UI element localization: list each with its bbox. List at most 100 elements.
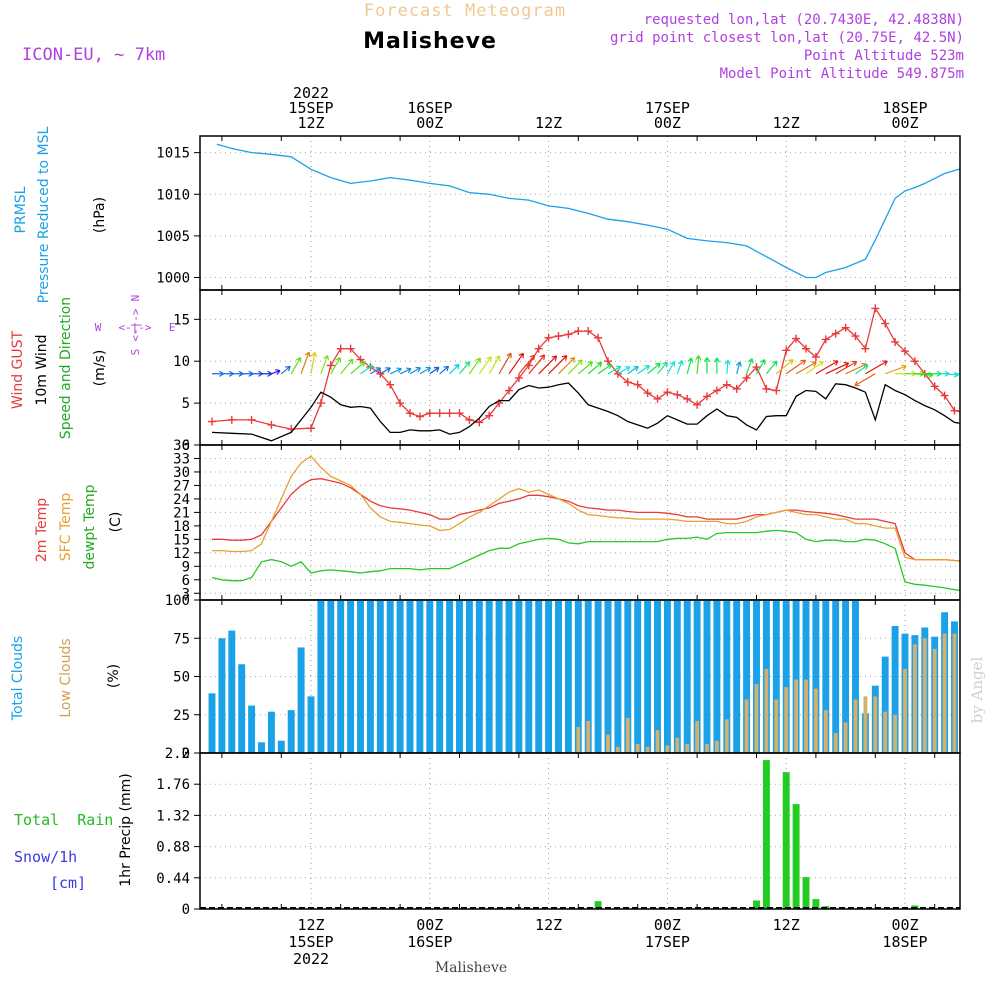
bar-total-clouds (743, 600, 751, 753)
wind-arrow (251, 370, 264, 377)
bar-low-clouds (853, 699, 858, 753)
wind-arrow (607, 365, 622, 375)
gust-marker (802, 344, 810, 353)
bottom-time-label: 18SEP (882, 933, 927, 951)
bottom-time-label: 15SEP (288, 933, 333, 951)
bar-low-clouds (833, 733, 838, 753)
wind-arrow (360, 364, 374, 375)
wind-arrow (300, 351, 311, 374)
model-label: ICON-EU, ~ 7km (22, 45, 165, 65)
bar-total-clouds (663, 600, 671, 753)
bar-total-clouds (812, 600, 820, 753)
gust-marker (762, 384, 771, 393)
gust-marker (564, 330, 573, 339)
gust-marker (901, 347, 909, 356)
wind-rose-e: E (169, 321, 176, 334)
y-tick-label: 9 (182, 559, 190, 575)
wind-arrow (271, 369, 281, 375)
y-tick-label: 5 (182, 396, 190, 412)
wind-arrow (567, 359, 583, 375)
bar-total-clouds (545, 600, 553, 753)
bar-total-clouds (624, 600, 632, 753)
gust-marker (841, 323, 850, 332)
bar-total-clouds (594, 600, 602, 753)
temp-label-unit: (C) (108, 512, 124, 533)
bar-total-clouds (485, 600, 493, 753)
bottom-time-label: 2022 (293, 950, 329, 968)
bar-low-clouds (714, 740, 719, 753)
bar-low-clouds (754, 684, 759, 753)
panel-frame (199, 752, 961, 910)
bar-low-clouds (606, 734, 610, 753)
gust-marker (722, 380, 731, 389)
bar-total-clouds (772, 600, 780, 753)
bar-total-rain (594, 901, 602, 909)
gust-marker (742, 373, 751, 382)
wind-arrow (389, 367, 402, 375)
top-time-label: 12Z (297, 114, 324, 132)
wind-arrow (350, 361, 366, 375)
bar-total-clouds (406, 600, 414, 753)
gust-marker (267, 420, 276, 429)
wind-arrow (538, 355, 558, 375)
bar-total-clouds (465, 600, 473, 753)
gust-marker (534, 344, 543, 353)
gust-marker (544, 333, 553, 342)
y-tick-label: 1010 (156, 187, 190, 203)
bar-total-clouds (386, 600, 394, 753)
y-tick-label: 1015 (156, 146, 190, 162)
gust-marker (613, 369, 622, 378)
gust-marker (406, 409, 414, 418)
bar-total-rain (802, 877, 810, 909)
bar-low-clouds (576, 726, 581, 753)
wind-arrow (280, 365, 291, 375)
gust-marker (732, 384, 741, 393)
bottom-time-label: 16SEP (407, 933, 452, 951)
wind-arrow (558, 357, 576, 375)
bar-total-clouds (703, 600, 711, 753)
bar-low-clouds (932, 648, 937, 753)
bar-total-clouds (258, 742, 265, 753)
gust-marker (465, 415, 474, 424)
gust-marker (584, 327, 593, 336)
gust-marker (960, 408, 968, 416)
bar-low-clouds (813, 688, 818, 753)
wind-arrow (508, 352, 524, 375)
wind-arrow (765, 360, 778, 375)
bar-total-clouds (792, 600, 800, 753)
gust-marker (940, 391, 949, 400)
wind-arrow (409, 367, 421, 375)
wind-arrow (370, 367, 381, 375)
top-time-label: 00Z (416, 114, 443, 132)
wind-arrow (746, 358, 754, 374)
bar-total-clouds (525, 600, 533, 753)
wind-arrow (212, 370, 224, 377)
cloud-label-unit: (%) (106, 664, 122, 688)
bar-total-clouds (317, 600, 325, 753)
wind-arrow (290, 356, 302, 375)
bar-total-clouds (584, 600, 592, 753)
wind-arrow (528, 354, 546, 375)
y-tick-label: 10 (173, 354, 190, 370)
y-tick-label: 18 (173, 519, 190, 535)
y-tick-label: 24 (173, 492, 190, 508)
gust-marker (970, 409, 978, 417)
gust-marker (227, 415, 236, 424)
gust-marker (712, 386, 721, 395)
gust-marker (653, 394, 662, 403)
wind-arrow (815, 360, 839, 375)
top-time-label: 2022 (293, 84, 329, 102)
cloud-label-total: Total Clouds (10, 636, 26, 721)
panel-clouds: 0 25 50 75 100 (165, 593, 961, 762)
wind-arrow (835, 360, 858, 375)
bar-total-clouds (574, 600, 582, 753)
gust-marker (455, 409, 464, 418)
bottom-time-label: 00Z (654, 916, 681, 934)
wind-arrow (261, 370, 273, 377)
series-line-wind-gust (211, 306, 960, 430)
gust-marker (316, 399, 325, 408)
top-time-label: 00Z (654, 114, 681, 132)
plot-area-pressure (216, 143, 960, 279)
top-time-label: 17SEP (645, 99, 690, 117)
bar-total-clouds (753, 600, 760, 753)
